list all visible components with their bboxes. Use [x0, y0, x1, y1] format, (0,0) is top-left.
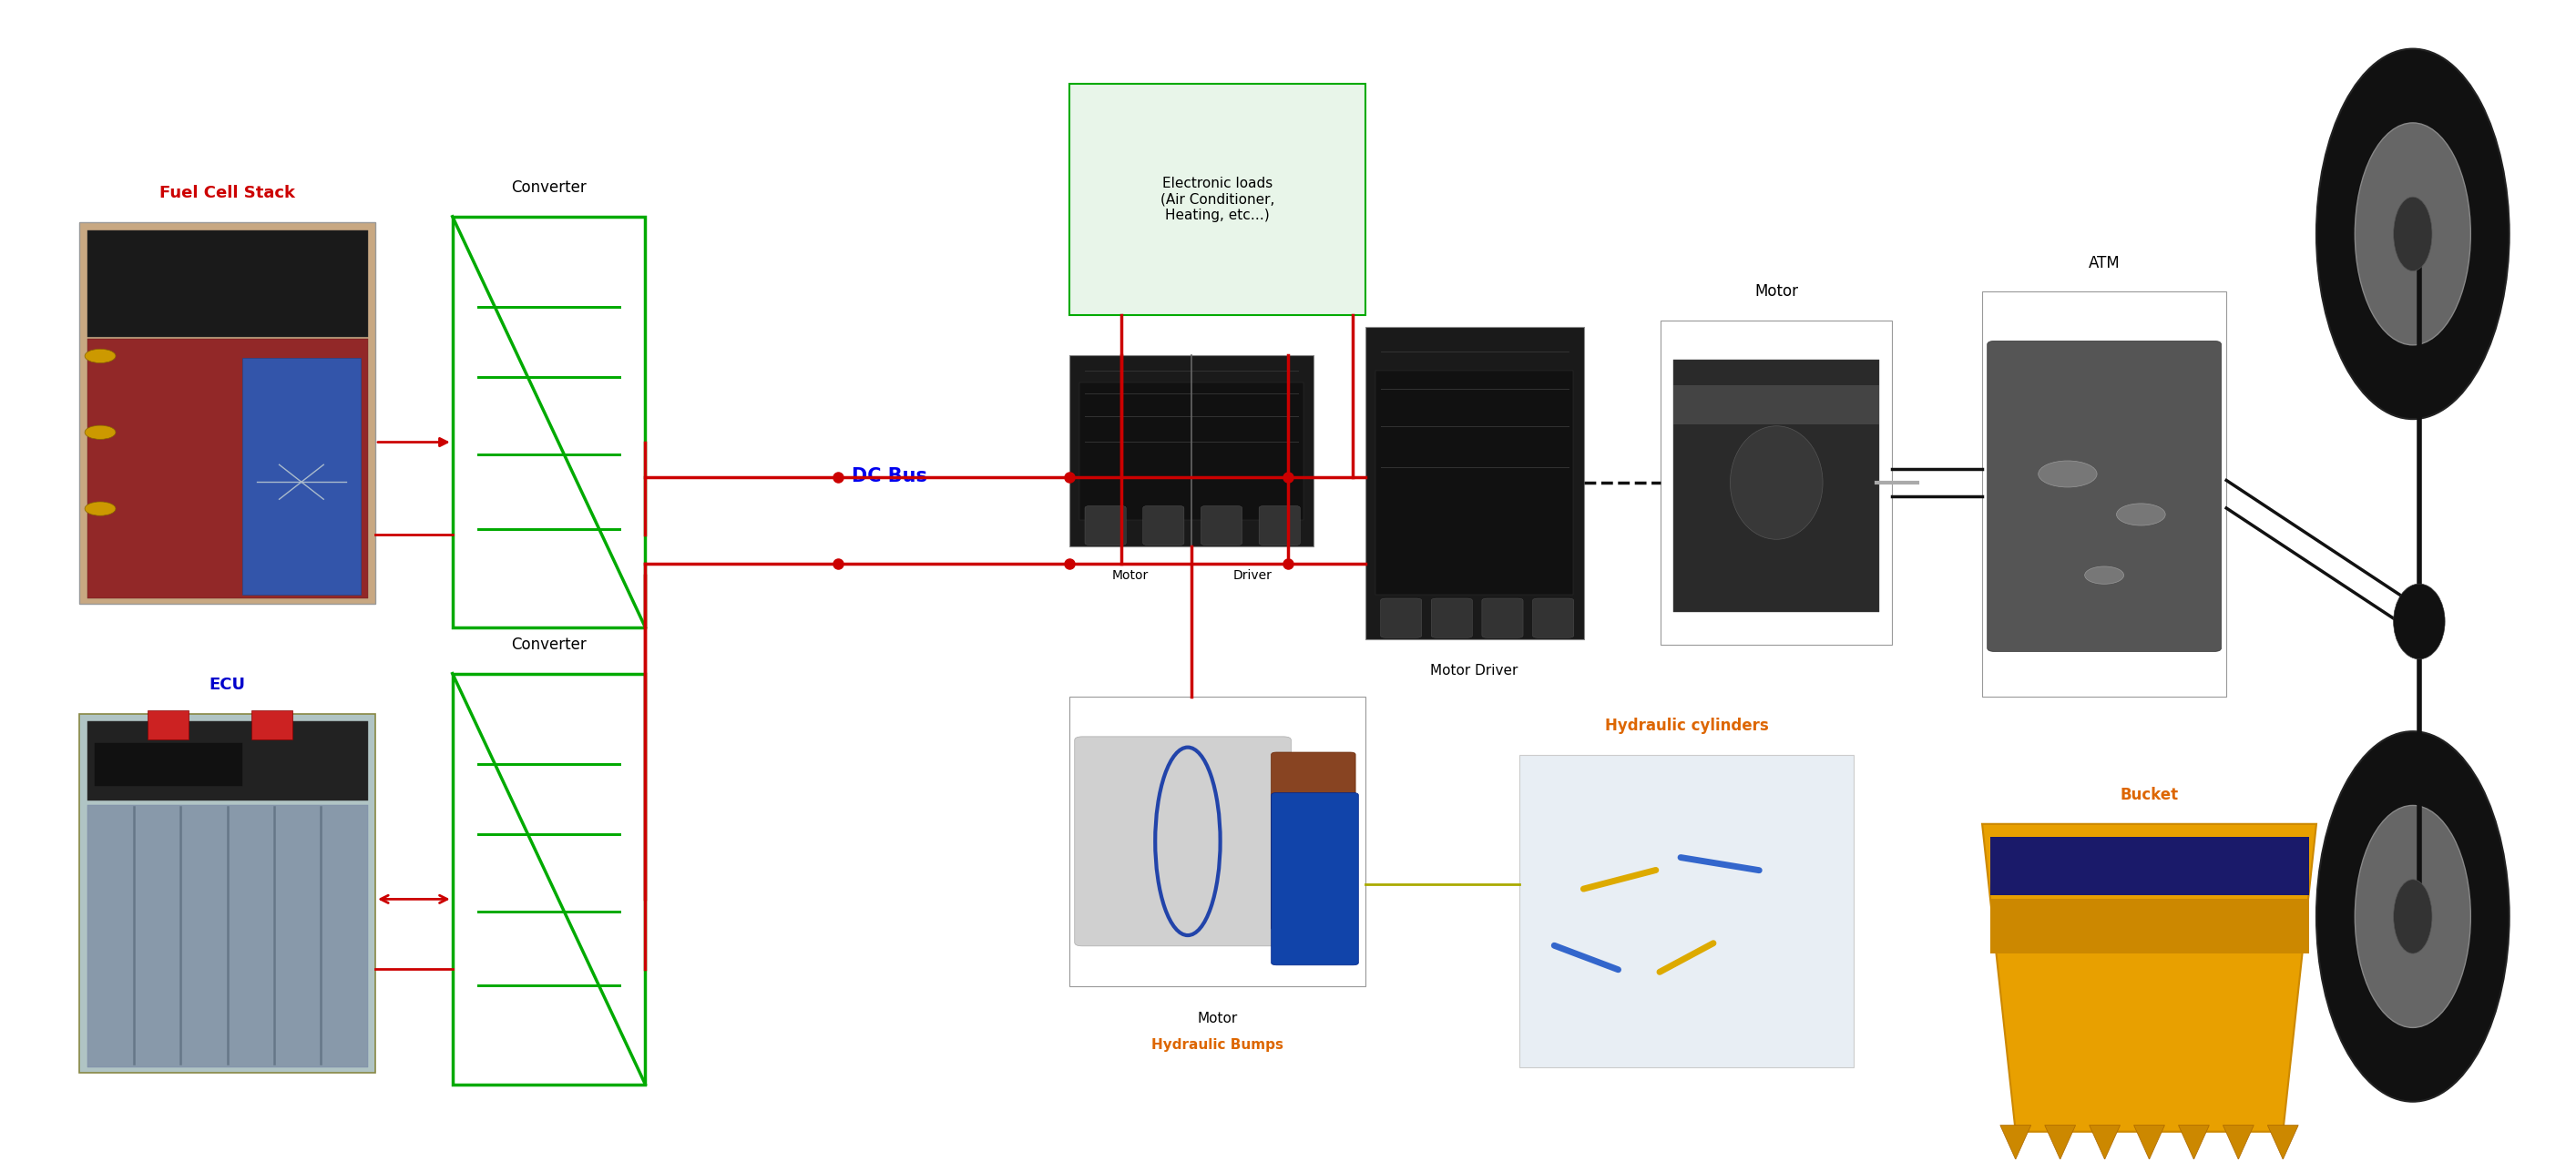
- FancyBboxPatch shape: [147, 710, 188, 739]
- Circle shape: [85, 502, 116, 516]
- Text: DC Bus: DC Bus: [853, 467, 927, 486]
- Circle shape: [2117, 503, 2166, 525]
- FancyBboxPatch shape: [1084, 505, 1126, 545]
- Text: Hydraulic cylinders: Hydraulic cylinders: [1605, 717, 1767, 733]
- FancyBboxPatch shape: [88, 339, 368, 598]
- FancyBboxPatch shape: [1376, 371, 1574, 595]
- FancyBboxPatch shape: [80, 713, 376, 1073]
- Text: Driver: Driver: [1234, 569, 1273, 582]
- Text: Motor: Motor: [1754, 284, 1798, 300]
- FancyBboxPatch shape: [1074, 737, 1291, 946]
- Text: Hydraulic Bumps: Hydraulic Bumps: [1151, 1038, 1283, 1052]
- FancyBboxPatch shape: [1674, 359, 1880, 612]
- FancyBboxPatch shape: [1481, 598, 1522, 638]
- Text: Bucket: Bucket: [2120, 787, 2179, 803]
- Polygon shape: [2179, 1125, 2210, 1160]
- FancyBboxPatch shape: [453, 674, 644, 1084]
- Polygon shape: [2267, 1125, 2298, 1160]
- Text: Converter: Converter: [510, 637, 587, 653]
- FancyBboxPatch shape: [1381, 598, 1422, 638]
- FancyBboxPatch shape: [1069, 84, 1365, 315]
- FancyBboxPatch shape: [242, 358, 361, 595]
- Circle shape: [85, 349, 116, 363]
- Circle shape: [2038, 461, 2097, 487]
- Text: ATM: ATM: [2089, 254, 2120, 271]
- FancyBboxPatch shape: [1981, 292, 2226, 697]
- FancyBboxPatch shape: [1986, 340, 2221, 652]
- Ellipse shape: [2393, 880, 2432, 954]
- FancyBboxPatch shape: [1989, 837, 2308, 895]
- Ellipse shape: [2393, 583, 2445, 659]
- FancyBboxPatch shape: [252, 710, 294, 739]
- Text: Motor: Motor: [1198, 1011, 1236, 1025]
- FancyBboxPatch shape: [1989, 898, 2308, 954]
- Polygon shape: [2223, 1125, 2254, 1160]
- Ellipse shape: [2393, 196, 2432, 271]
- Ellipse shape: [2316, 49, 2509, 419]
- FancyBboxPatch shape: [1432, 598, 1473, 638]
- Polygon shape: [2133, 1125, 2164, 1160]
- FancyBboxPatch shape: [1200, 505, 1242, 545]
- FancyBboxPatch shape: [1144, 505, 1185, 545]
- FancyBboxPatch shape: [1520, 754, 1855, 1067]
- FancyBboxPatch shape: [88, 230, 368, 337]
- FancyBboxPatch shape: [1533, 598, 1574, 638]
- FancyBboxPatch shape: [88, 805, 368, 1067]
- Polygon shape: [1981, 824, 2316, 1132]
- FancyBboxPatch shape: [95, 743, 242, 786]
- Text: Electronic loads
(Air Conditioner,
Heating, etc…): Electronic loads (Air Conditioner, Heati…: [1159, 177, 1275, 222]
- FancyBboxPatch shape: [453, 216, 644, 627]
- Ellipse shape: [2316, 731, 2509, 1102]
- FancyBboxPatch shape: [1365, 327, 1584, 639]
- FancyBboxPatch shape: [88, 722, 368, 801]
- Circle shape: [2084, 566, 2123, 584]
- Ellipse shape: [1731, 426, 1824, 539]
- FancyBboxPatch shape: [1260, 505, 1301, 545]
- Text: Motor: Motor: [1113, 569, 1149, 582]
- Ellipse shape: [2354, 123, 2470, 345]
- FancyBboxPatch shape: [1273, 792, 1358, 966]
- Text: Motor Driver: Motor Driver: [1430, 665, 1517, 677]
- FancyBboxPatch shape: [1662, 321, 1893, 645]
- FancyBboxPatch shape: [1069, 697, 1365, 985]
- Polygon shape: [2045, 1125, 2076, 1160]
- FancyBboxPatch shape: [1674, 386, 1880, 424]
- Polygon shape: [1999, 1125, 2030, 1160]
- Text: Converter: Converter: [510, 179, 587, 195]
- Polygon shape: [2089, 1125, 2120, 1160]
- Text: ECU: ECU: [209, 676, 245, 694]
- Ellipse shape: [2354, 805, 2470, 1027]
- FancyBboxPatch shape: [1273, 752, 1355, 931]
- FancyBboxPatch shape: [80, 222, 376, 604]
- Text: Fuel Cell Stack: Fuel Cell Stack: [160, 185, 296, 201]
- FancyBboxPatch shape: [1079, 382, 1303, 519]
- Circle shape: [85, 425, 116, 439]
- FancyBboxPatch shape: [1069, 356, 1314, 546]
